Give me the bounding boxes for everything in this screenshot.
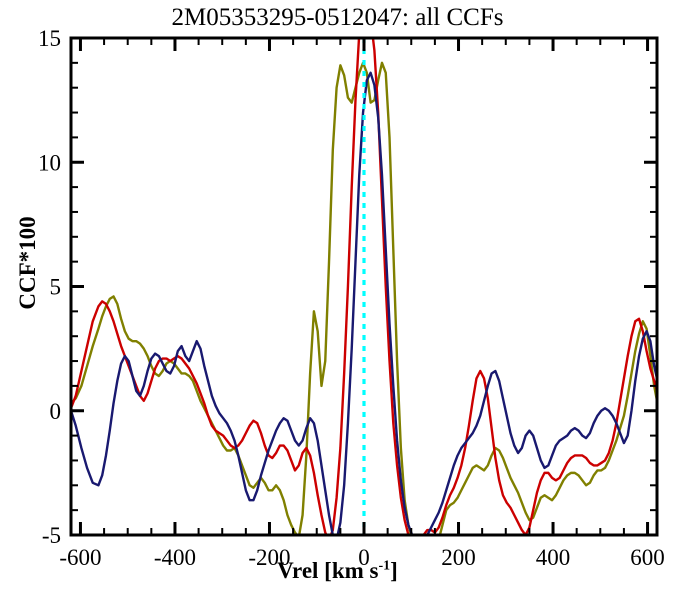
x-tick-label: -600 [59, 545, 101, 570]
series-line-1 [71, 38, 657, 535]
y-tick-label: 0 [50, 399, 62, 424]
x-axis-label-tail: ] [390, 558, 398, 583]
y-tick-label: -5 [42, 523, 61, 548]
x-tick-label: -400 [154, 545, 196, 570]
x-tick-label: -200 [248, 545, 290, 570]
y-tick-label: 10 [38, 150, 61, 175]
x-axis-label: Vrel [km s-1] [0, 558, 675, 584]
data-series-layer [71, 38, 657, 535]
x-tick-label: 200 [441, 545, 476, 570]
axis-layer [69, 36, 659, 537]
x-tick-label: 400 [536, 545, 571, 570]
y-tick-label: 15 [38, 26, 61, 51]
page-title: 2M05353295-0512047: all CCFs [171, 4, 504, 31]
x-tick-label: 600 [630, 545, 665, 570]
tick-label-layer: -600 -400 -200 0 200 400 600 -5 0 5 10 15 [38, 26, 665, 570]
x-axis-label-base: Vrel [km s [277, 558, 379, 583]
x-tick-label: 0 [358, 545, 370, 570]
y-tick-label: 5 [50, 275, 62, 300]
series-line-2 [71, 71, 657, 535]
series-line-0 [71, 61, 657, 535]
x-axis-label-exponent: -1 [378, 558, 391, 574]
